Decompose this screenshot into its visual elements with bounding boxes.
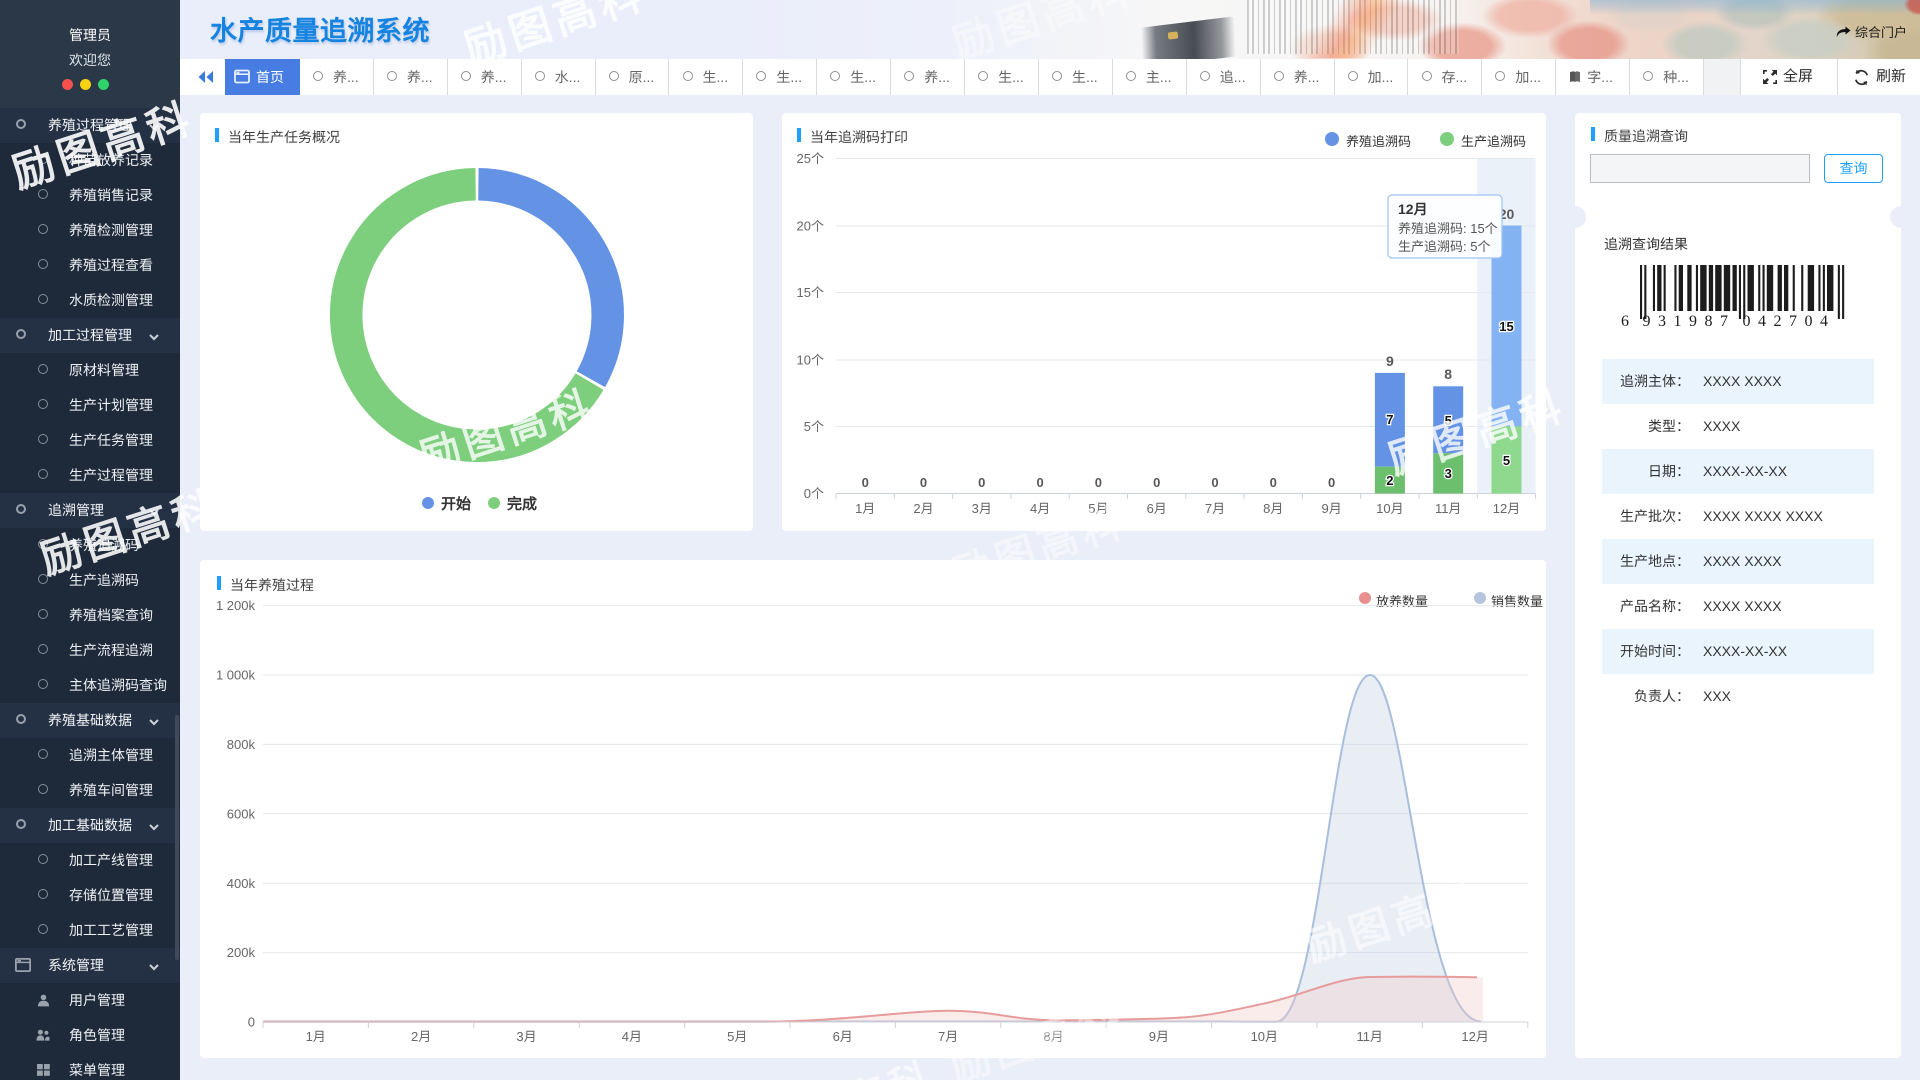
svg-text:1月: 1月	[855, 501, 875, 516]
svg-text:10月: 10月	[1251, 1029, 1278, 1044]
svg-text:0: 0	[1036, 475, 1043, 490]
svg-text:1月: 1月	[306, 1029, 326, 1044]
svg-text:15个: 15个	[797, 285, 824, 300]
svg-text:0: 0	[1153, 475, 1160, 490]
svg-text:800k: 800k	[227, 737, 256, 752]
svg-text:6月: 6月	[1147, 501, 1167, 516]
svg-text:0: 0	[920, 475, 927, 490]
svg-text:12月: 12月	[1398, 201, 1428, 217]
svg-text:0: 0	[1095, 475, 1102, 490]
svg-text:9月: 9月	[1321, 501, 1341, 516]
svg-text:9月: 9月	[1149, 1029, 1169, 1044]
svg-text:5: 5	[1503, 453, 1510, 468]
svg-text:2月: 2月	[913, 501, 933, 516]
svg-text:11月: 11月	[1356, 1029, 1383, 1044]
svg-text:3: 3	[1445, 466, 1452, 481]
svg-text:2月: 2月	[411, 1029, 431, 1044]
svg-text:4月: 4月	[622, 1029, 642, 1044]
svg-text:8月: 8月	[1043, 1029, 1063, 1044]
svg-text:10月: 10月	[1376, 501, 1403, 516]
svg-text:5个: 5个	[804, 419, 824, 434]
svg-text:1 000k: 1 000k	[216, 668, 256, 683]
svg-text:0: 0	[978, 475, 985, 490]
svg-text:200k: 200k	[227, 945, 256, 960]
svg-text:10个: 10个	[797, 353, 824, 368]
svg-text:9: 9	[1386, 353, 1394, 369]
svg-text:0个: 0个	[804, 486, 824, 501]
svg-text:5: 5	[1445, 413, 1452, 428]
svg-text:养殖追溯码: 15个: 养殖追溯码: 15个	[1398, 221, 1498, 236]
svg-text:8月: 8月	[1263, 501, 1283, 516]
svg-text:12月: 12月	[1461, 1029, 1488, 1044]
svg-text:600k: 600k	[227, 807, 256, 822]
svg-text:400k: 400k	[227, 876, 256, 891]
svg-text:11月: 11月	[1435, 501, 1462, 516]
svg-text:0: 0	[1211, 475, 1218, 490]
svg-text:生产追溯码: 5个: 生产追溯码: 5个	[1398, 239, 1490, 254]
svg-text:5月: 5月	[1088, 501, 1108, 516]
svg-text:12月: 12月	[1493, 501, 1520, 516]
svg-text:6月: 6月	[833, 1029, 853, 1044]
svg-text:0: 0	[1270, 475, 1277, 490]
svg-text:0: 0	[1328, 475, 1335, 490]
svg-text:0: 0	[862, 475, 869, 490]
svg-text:2: 2	[1386, 473, 1393, 488]
svg-text:15: 15	[1499, 319, 1513, 334]
svg-text:25个: 25个	[797, 151, 824, 166]
svg-text:20个: 20个	[797, 219, 824, 234]
svg-text:1 200k: 1 200k	[216, 598, 256, 613]
svg-text:20: 20	[1499, 206, 1515, 222]
svg-text:7月: 7月	[1205, 501, 1225, 516]
svg-text:4月: 4月	[1030, 501, 1050, 516]
svg-text:5月: 5月	[727, 1029, 747, 1044]
svg-text:3月: 3月	[516, 1029, 536, 1044]
svg-text:3月: 3月	[972, 501, 992, 516]
svg-text:7: 7	[1386, 412, 1393, 427]
svg-text:7月: 7月	[938, 1029, 958, 1044]
svg-text:0: 0	[248, 1015, 255, 1030]
svg-text:8: 8	[1444, 366, 1452, 382]
